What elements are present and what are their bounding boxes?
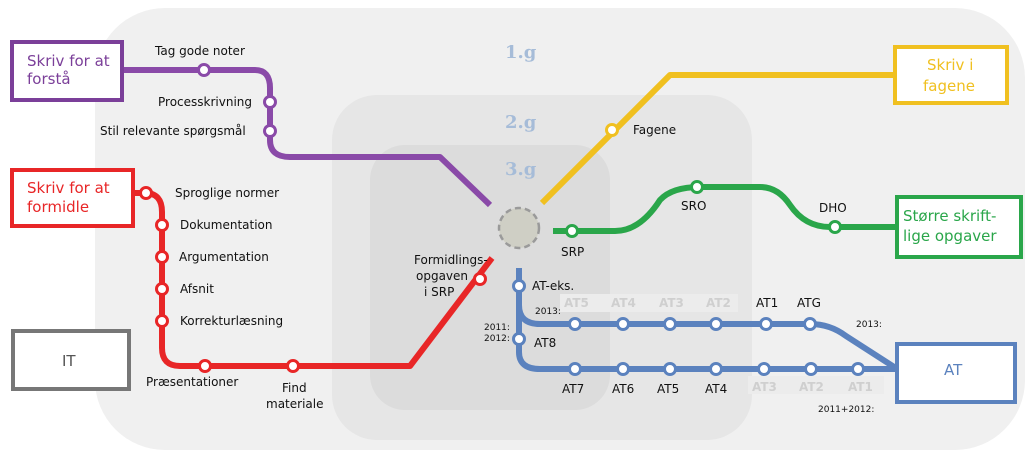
year-2013-label: 2013: bbox=[535, 307, 561, 317]
formidling-label: Formidlings- bbox=[414, 253, 488, 267]
station-dho[interactable] bbox=[828, 220, 842, 234]
red-station-label: materiale bbox=[266, 397, 323, 411]
box-skriv-i-fagene[interactable]: Skriv i fagene bbox=[893, 45, 1009, 105]
station-at6[interactable] bbox=[616, 362, 630, 376]
yellow-line bbox=[539, 72, 895, 206]
station-tag-gode-noter[interactable] bbox=[197, 63, 211, 77]
formidling-label: i SRP bbox=[424, 285, 454, 299]
green-station-label: SRP bbox=[561, 245, 584, 259]
red-station-label: Sproglige normer bbox=[175, 186, 279, 200]
station-at2-lower[interactable] bbox=[804, 362, 818, 376]
box-it[interactable]: IT bbox=[11, 329, 131, 391]
at-lower-faded-label: AT2 bbox=[799, 380, 824, 394]
box-storre-skriftlige-opgaver[interactable]: Større skrift- lige opgaver bbox=[895, 195, 1023, 259]
station-sproglige-normer[interactable] bbox=[139, 186, 153, 200]
red-station-label: Find bbox=[282, 381, 307, 395]
box-label: lige opgaver bbox=[903, 227, 997, 245]
station-at4-lower[interactable] bbox=[709, 362, 723, 376]
green-station-label: DHO bbox=[819, 201, 847, 215]
box-label: forstå bbox=[27, 70, 71, 88]
station-processkrivning[interactable] bbox=[263, 95, 277, 109]
station-sro[interactable] bbox=[690, 180, 704, 194]
purple-station-label: Tag gode noter bbox=[154, 44, 245, 58]
station-fagene[interactable] bbox=[605, 123, 619, 137]
station-formidlingsopgaven[interactable] bbox=[473, 272, 487, 286]
station-at4-upper[interactable] bbox=[616, 317, 630, 331]
station-at7[interactable] bbox=[568, 362, 582, 376]
grade-2g-label: 2.g bbox=[505, 112, 537, 133]
purple-station-label: Processkrivning bbox=[158, 95, 252, 109]
at-upper-label: AT1 bbox=[756, 296, 778, 310]
station-at8[interactable] bbox=[512, 332, 526, 346]
box-label: Skriv for at bbox=[27, 179, 110, 197]
faded-lower-bg bbox=[748, 376, 884, 394]
box-label: formidle bbox=[27, 198, 89, 216]
right-2011-2012-label: 2011+2012: bbox=[818, 405, 874, 415]
station-stil-relevante[interactable] bbox=[263, 124, 277, 138]
station-praesentationer[interactable] bbox=[198, 359, 212, 373]
station-at1-lower[interactable] bbox=[851, 362, 865, 376]
right-2013-label: 2013: bbox=[856, 320, 882, 330]
box-label: Skriv i bbox=[927, 56, 973, 74]
blue-line-2011-2012 bbox=[516, 305, 895, 372]
station-at1-upper[interactable] bbox=[759, 317, 773, 331]
box-at[interactable]: AT bbox=[895, 342, 1017, 404]
at-upper-faded-label: AT2 bbox=[706, 296, 731, 310]
at-lower-label: AT5 bbox=[657, 382, 679, 396]
purple-station-label: Stil relevante spørgsmål bbox=[100, 124, 246, 138]
station-korrekturlaesning[interactable] bbox=[155, 314, 169, 328]
at-upper-faded-label: AT5 bbox=[564, 296, 589, 310]
station-argumentation[interactable] bbox=[155, 250, 169, 264]
year-2011-label: 2011: bbox=[484, 323, 510, 333]
grade-1g-label: 1.g bbox=[505, 42, 537, 63]
at-lower-label: AT4 bbox=[705, 382, 727, 396]
red-station-label: Korrekturlæsning bbox=[180, 314, 283, 328]
at-eks-label: AT-eks. bbox=[532, 279, 574, 293]
box-label: AT bbox=[944, 361, 963, 379]
faded-upper-bg bbox=[560, 294, 738, 312]
station-find-materiale[interactable] bbox=[286, 359, 300, 373]
red-station-label: Dokumentation bbox=[180, 218, 273, 232]
purple-stations bbox=[197, 63, 277, 138]
station-atg[interactable] bbox=[803, 317, 817, 331]
station-at3-upper[interactable] bbox=[663, 317, 677, 331]
station-at3-lower[interactable] bbox=[757, 362, 771, 376]
box-skriv-for-at-forsta[interactable]: Skriv for at forstå bbox=[10, 40, 124, 102]
center-hub bbox=[497, 206, 541, 250]
grade-3g-label: 3.g bbox=[505, 159, 537, 180]
box-label: fagene bbox=[923, 77, 975, 95]
station-at5-upper[interactable] bbox=[568, 317, 582, 331]
at8-label: AT8 bbox=[534, 336, 556, 350]
station-at5-lower[interactable] bbox=[663, 362, 677, 376]
station-at2-upper[interactable] bbox=[709, 317, 723, 331]
red-station-label: Argumentation bbox=[179, 250, 269, 264]
at-upper-faded-label: AT3 bbox=[659, 296, 684, 310]
green-line bbox=[553, 184, 897, 234]
at-lower-faded-label: AT3 bbox=[752, 380, 777, 394]
red-station-label: Afsnit bbox=[180, 282, 214, 296]
box-label: Større skrift- bbox=[903, 207, 996, 225]
blue-stations bbox=[512, 279, 865, 376]
at-lower-label: AT6 bbox=[612, 382, 634, 396]
box-label: IT bbox=[62, 352, 76, 370]
at-lower-faded-label: AT1 bbox=[848, 380, 873, 394]
yellow-station-label: Fagene bbox=[633, 123, 676, 137]
box-skriv-for-at-formidle[interactable]: Skriv for at formidle bbox=[10, 168, 135, 228]
formidling-label: opgaven bbox=[416, 269, 468, 283]
year-2012-label: 2012: bbox=[484, 334, 510, 344]
red-station-label: Præsentationer bbox=[146, 375, 238, 389]
box-label: Skriv for at bbox=[27, 52, 110, 70]
red-stations bbox=[139, 186, 487, 373]
station-at-eks[interactable] bbox=[512, 279, 526, 293]
at-upper-label: ATG bbox=[797, 296, 821, 310]
station-dokumentation[interactable] bbox=[155, 218, 169, 232]
at-upper-faded-label: AT4 bbox=[611, 296, 636, 310]
green-station-label: SRO bbox=[681, 199, 706, 213]
purple-line bbox=[122, 67, 493, 208]
at-lower-label: AT7 bbox=[562, 382, 584, 396]
station-srp[interactable] bbox=[565, 224, 579, 238]
station-afsnit[interactable] bbox=[155, 282, 169, 296]
